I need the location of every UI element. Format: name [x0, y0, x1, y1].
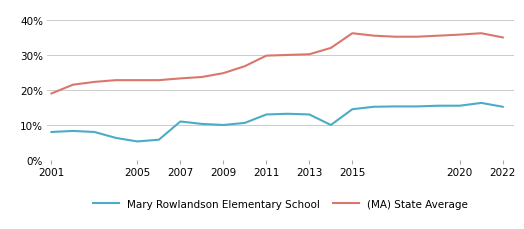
Mary Rowlandson Elementary School	[478, 102, 484, 105]
Mary Rowlandson Elementary School	[370, 106, 377, 109]
(MA) State Average	[306, 54, 312, 56]
Mary Rowlandson Elementary School	[456, 105, 463, 108]
(MA) State Average	[413, 36, 420, 39]
Mary Rowlandson Elementary School	[349, 108, 355, 111]
(MA) State Average	[91, 81, 97, 84]
(MA) State Average	[70, 84, 76, 87]
Line: (MA) State Average: (MA) State Average	[51, 34, 503, 94]
Mary Rowlandson Elementary School	[285, 113, 291, 116]
Line: Mary Rowlandson Elementary School: Mary Rowlandson Elementary School	[51, 104, 503, 142]
(MA) State Average	[220, 72, 226, 75]
(MA) State Average	[156, 79, 162, 82]
Mary Rowlandson Elementary School	[220, 124, 226, 127]
(MA) State Average	[456, 34, 463, 37]
(MA) State Average	[478, 33, 484, 35]
Mary Rowlandson Elementary School	[177, 120, 183, 123]
(MA) State Average	[113, 79, 119, 82]
Mary Rowlandson Elementary School	[499, 106, 506, 109]
Mary Rowlandson Elementary School	[48, 131, 54, 134]
Mary Rowlandson Elementary School	[113, 137, 119, 140]
Mary Rowlandson Elementary School	[242, 122, 248, 125]
Mary Rowlandson Elementary School	[392, 106, 398, 108]
(MA) State Average	[48, 93, 54, 95]
(MA) State Average	[392, 36, 398, 39]
(MA) State Average	[499, 37, 506, 40]
(MA) State Average	[349, 33, 355, 35]
Mary Rowlandson Elementary School	[263, 114, 269, 116]
Mary Rowlandson Elementary School	[134, 140, 140, 143]
Mary Rowlandson Elementary School	[413, 106, 420, 108]
(MA) State Average	[285, 54, 291, 57]
(MA) State Average	[435, 35, 441, 38]
(MA) State Average	[199, 76, 205, 79]
Mary Rowlandson Elementary School	[306, 114, 312, 116]
Mary Rowlandson Elementary School	[70, 130, 76, 133]
(MA) State Average	[370, 35, 377, 38]
(MA) State Average	[328, 47, 334, 50]
Mary Rowlandson Elementary School	[435, 105, 441, 108]
Mary Rowlandson Elementary School	[199, 123, 205, 126]
(MA) State Average	[242, 65, 248, 68]
(MA) State Average	[134, 79, 140, 82]
Mary Rowlandson Elementary School	[328, 124, 334, 127]
(MA) State Average	[177, 78, 183, 80]
Mary Rowlandson Elementary School	[156, 139, 162, 142]
Legend: Mary Rowlandson Elementary School, (MA) State Average: Mary Rowlandson Elementary School, (MA) …	[93, 199, 468, 209]
(MA) State Average	[263, 55, 269, 58]
Mary Rowlandson Elementary School	[91, 131, 97, 134]
